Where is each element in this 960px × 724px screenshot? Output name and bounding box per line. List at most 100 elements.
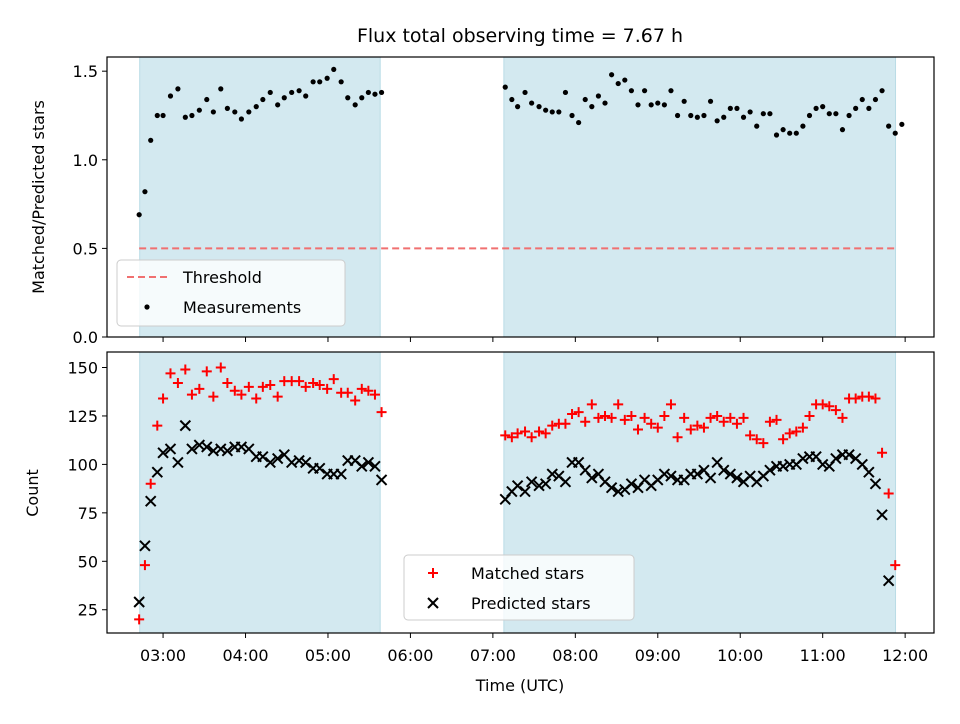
matched-point: [243, 381, 254, 392]
predicted-point: [157, 447, 169, 459]
matched-point: [870, 393, 881, 404]
measurement-point: [635, 102, 641, 108]
matched-point: [350, 395, 361, 406]
measurement-point: [182, 114, 188, 120]
matched-point: [883, 488, 894, 499]
matched-point: [646, 418, 657, 429]
measurement-point: [189, 112, 195, 119]
predicted-point: [724, 468, 737, 480]
measurement-point: [536, 104, 542, 110]
measurement-point: [522, 89, 528, 96]
measurement-point: [238, 116, 244, 122]
matched-point: [784, 428, 795, 439]
measurement-point: [372, 91, 378, 97]
measurement-point: [303, 93, 309, 99]
x-tick-label: 06:00: [387, 646, 433, 665]
observing-window-0: [139, 351, 381, 634]
matched-point: [738, 412, 749, 423]
matched-point: [672, 432, 683, 443]
matched-point: [632, 424, 643, 435]
predicted-point: [525, 476, 538, 488]
legend-predicted-label: Predicted stars: [471, 594, 591, 613]
measurement-point: [767, 111, 773, 117]
measurement-point: [886, 123, 892, 129]
measurement-point: [317, 79, 323, 85]
measurement-point: [136, 212, 142, 218]
measurement-point: [224, 105, 230, 111]
x-tick-label: 04:00: [222, 646, 268, 665]
measurement-point: [760, 111, 766, 117]
measurement-point: [833, 111, 839, 117]
y-tick-label: 125: [67, 407, 98, 426]
bottom-panel: 25 50 75 100 125 150 03:00 04:00 05:00 06:00 07:00…: [67, 351, 935, 665]
measurement-point: [502, 84, 508, 90]
y-tick-label: 75: [78, 504, 98, 523]
predicted-point: [658, 468, 671, 480]
matched-point: [573, 407, 584, 418]
x-tick-label: 07:00: [470, 646, 516, 665]
measurement-point: [509, 96, 515, 103]
predicted-point: [164, 443, 177, 455]
measurement-point: [701, 112, 707, 119]
matched-point: [560, 418, 571, 429]
plot-frame: [106, 56, 935, 338]
measurement-point: [246, 109, 252, 115]
measurement-point: [232, 109, 238, 115]
matched-point: [322, 383, 333, 394]
matched-point: [506, 432, 517, 443]
matched-point: [850, 393, 861, 404]
predicted-point: [139, 540, 151, 552]
predicted-point: [300, 456, 312, 469]
matched-point: [500, 430, 511, 441]
matched-point: [665, 399, 676, 410]
measurement-point: [800, 123, 806, 129]
matched-point: [619, 414, 630, 425]
measurement-point: [641, 88, 648, 94]
predicted-point: [264, 456, 276, 469]
matched-point: [830, 405, 841, 416]
matched-point: [863, 391, 874, 402]
predicted-point: [797, 452, 809, 465]
measurement-point: [310, 79, 316, 85]
measurement-point: [694, 114, 700, 120]
measurement-point: [780, 127, 786, 133]
predicted-point: [172, 456, 184, 469]
measurement-point: [622, 77, 628, 83]
measurement-point: [740, 114, 747, 120]
predicted-point: [882, 574, 895, 587]
measurement-point: [352, 102, 358, 108]
measurement-point: [754, 123, 760, 129]
top-legend: Threshold Measurements: [116, 259, 346, 327]
matched-point: [547, 420, 558, 431]
matched-point: [308, 378, 319, 389]
measurement-point: [331, 66, 337, 73]
predicted-point: [221, 445, 234, 457]
predicted-point: [539, 478, 552, 490]
matched-point: [837, 412, 848, 423]
matched-point: [180, 364, 191, 375]
matched-point: [600, 410, 611, 421]
x-tick-label: 09:00: [635, 646, 681, 665]
measurement-point: [167, 93, 174, 99]
measurement-point: [210, 109, 216, 115]
legend-matched-label: Matched stars: [471, 564, 584, 583]
y-tick-label: 150: [67, 359, 98, 378]
matched-point: [791, 426, 802, 437]
measurement-point: [846, 112, 852, 119]
matched-point: [725, 412, 736, 423]
measurement-point: [615, 80, 621, 87]
legend-threshold-label: Threshold: [182, 268, 262, 287]
matched-point: [294, 376, 305, 387]
measurement-point: [747, 109, 753, 115]
matched-point: [817, 399, 828, 410]
matched-point: [369, 389, 380, 400]
bottom-y-axis-label: Count: [23, 469, 42, 517]
matched-point: [342, 387, 353, 398]
top-panel: 0.0 0.5 1.0 1.5: [73, 56, 935, 347]
predicted-point: [362, 456, 375, 469]
matched-point: [186, 389, 197, 400]
measurement-point: [549, 109, 555, 115]
measurement-point: [582, 96, 588, 103]
measurement-point: [853, 105, 859, 111]
matched-point: [194, 383, 205, 394]
